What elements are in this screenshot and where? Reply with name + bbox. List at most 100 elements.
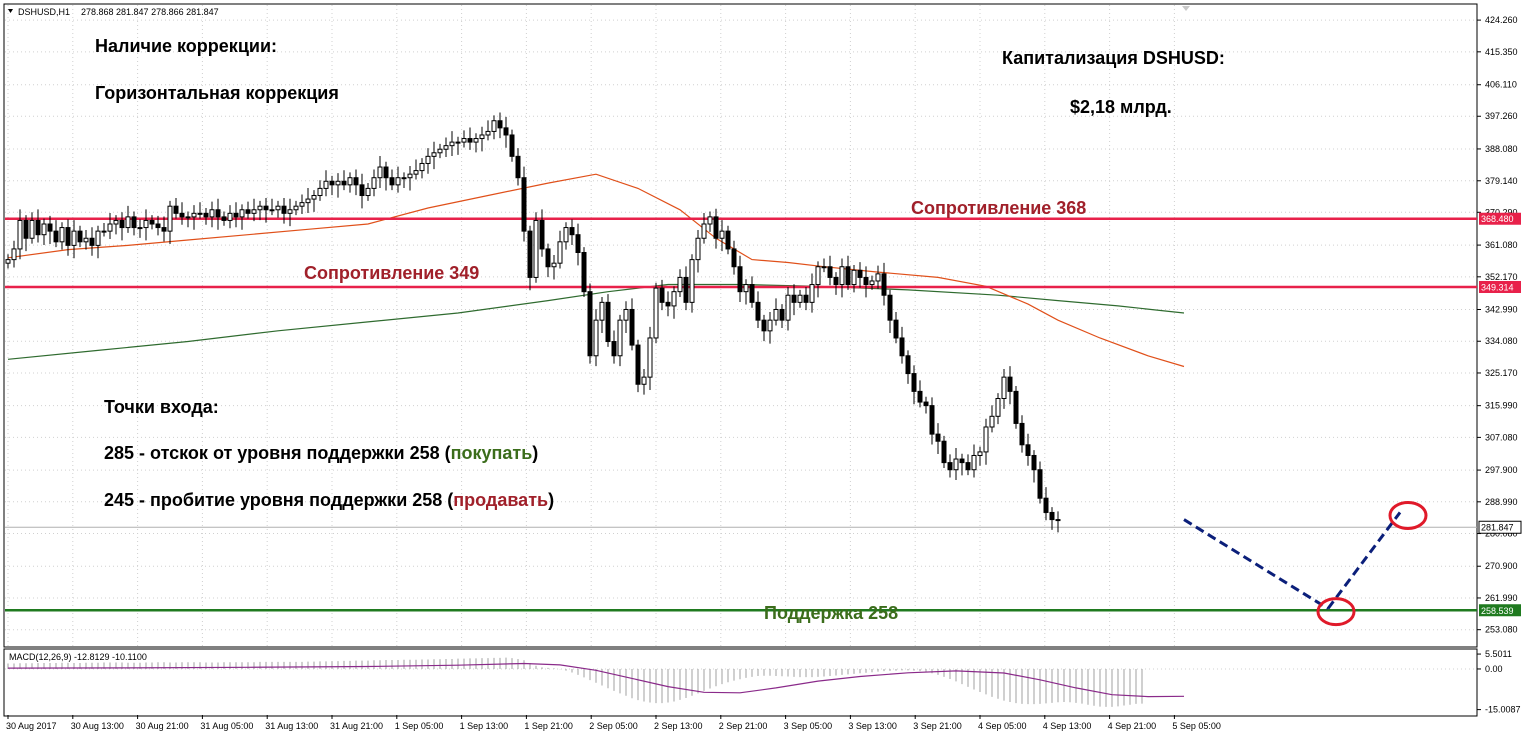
candle-body xyxy=(461,138,467,143)
candle-body xyxy=(611,341,617,357)
candle-body xyxy=(275,205,281,211)
ohlc-header: 278.868 281.847 278.866 281.847 xyxy=(81,7,219,17)
x-tick-label: 4 Sep 13:00 xyxy=(1043,721,1092,731)
candle-body xyxy=(185,216,191,219)
x-tick-label: 1 Sep 21:00 xyxy=(524,721,573,731)
candle-body xyxy=(227,212,233,221)
candle-body xyxy=(281,205,287,214)
candle-body xyxy=(23,219,29,239)
candle-body xyxy=(323,180,329,189)
candle-body xyxy=(107,223,113,232)
y-tick-label: 288.990 xyxy=(1485,497,1518,507)
candle-body xyxy=(221,216,227,221)
macd-indicator: 5.5011 0.00 -15.0087 xyxy=(5,649,1521,715)
candle-body xyxy=(587,291,593,357)
candle-body xyxy=(137,227,143,230)
candle-body xyxy=(5,259,11,264)
candle-body xyxy=(485,130,491,136)
x-tick-label: 30 Aug 2017 xyxy=(6,721,57,731)
candle-body xyxy=(557,241,563,264)
candle-body xyxy=(245,209,251,214)
entry-buy-line: 285 - отскок от уровня поддержки 258 (по… xyxy=(104,443,538,463)
resistance-349-tag: 349.314 xyxy=(1481,282,1514,292)
target-circle-rebound xyxy=(1388,500,1428,530)
candle-body xyxy=(965,462,971,471)
last-price-tag: 281.847 xyxy=(1481,523,1514,533)
candle-body xyxy=(353,177,359,186)
y-tick-label: 315.990 xyxy=(1485,401,1518,411)
candle-body xyxy=(683,276,689,303)
candle-body xyxy=(515,155,521,179)
candle-body xyxy=(401,177,407,180)
candle-body xyxy=(233,212,239,218)
support-258-tag: 258.539 xyxy=(1481,606,1514,616)
price-level-tags: 368.480 349.314 258.539 281.847 xyxy=(1478,212,1522,617)
target-circle-support xyxy=(1316,597,1356,627)
candle-body xyxy=(503,127,509,136)
candle-body xyxy=(29,219,35,239)
candle-body xyxy=(1013,390,1019,424)
candle-body xyxy=(707,216,713,225)
x-tick-label: 31 Aug 05:00 xyxy=(200,721,253,731)
candle-body xyxy=(725,230,731,250)
candle-body xyxy=(941,440,947,464)
candle-body xyxy=(251,209,257,214)
candle-body xyxy=(119,219,125,229)
symbol-label: DSHUSD,H1 xyxy=(18,7,70,17)
entry-buy-close: ) xyxy=(532,443,538,463)
candle-body xyxy=(1043,497,1049,513)
candle-body xyxy=(539,219,545,250)
last-price-tag-bg xyxy=(1478,520,1522,534)
candle-body xyxy=(95,230,101,246)
candle-body xyxy=(641,376,647,385)
macd-signal-line xyxy=(7,662,1185,698)
candle-body xyxy=(161,227,167,232)
y-tick-label: 424.260 xyxy=(1485,15,1518,25)
y-tick-label: 397.260 xyxy=(1485,111,1518,121)
candle-body xyxy=(563,227,569,243)
correction-title: Наличие коррекции: xyxy=(95,36,277,56)
candle-body xyxy=(689,259,695,303)
candlesticks xyxy=(5,112,1061,533)
candle-body xyxy=(395,177,401,186)
macd-header: MACD(12,26,9) -12.8129 -10.1100 xyxy=(9,652,147,662)
candle-body xyxy=(773,308,779,321)
candle-body xyxy=(755,301,761,321)
y-tick-label: 261.990 xyxy=(1485,593,1518,603)
candle-body xyxy=(305,198,311,204)
candle-body xyxy=(299,202,305,207)
candle-body xyxy=(875,273,881,282)
candle-body xyxy=(455,141,461,144)
candle-body xyxy=(449,141,455,147)
y-tick-label: 342.990 xyxy=(1485,305,1518,315)
candle-body xyxy=(575,234,581,253)
candle-body xyxy=(35,219,41,236)
candle-body xyxy=(179,212,185,218)
candle-body xyxy=(947,462,953,471)
candle-body xyxy=(569,227,575,236)
entry-sell-line: 245 - пробитие уровня поддержки 258 (про… xyxy=(104,490,554,510)
candle-body xyxy=(713,216,719,239)
candle-body xyxy=(653,287,659,339)
candle-body xyxy=(797,294,803,303)
candle-body xyxy=(893,319,899,339)
candle-body xyxy=(881,273,887,296)
x-tick-label: 3 Sep 13:00 xyxy=(848,721,897,731)
entry-title: Точки входа: xyxy=(104,397,219,417)
candle-body xyxy=(1049,511,1055,521)
candle-body xyxy=(977,451,983,456)
candle-body xyxy=(527,230,533,278)
candle-body xyxy=(809,284,815,303)
y-tick-label: 253.080 xyxy=(1485,625,1518,635)
candle-body xyxy=(335,180,341,186)
y-tick-label: 370.290 xyxy=(1485,207,1518,217)
candle-body xyxy=(785,294,791,321)
candle-body xyxy=(911,373,917,392)
candle-body xyxy=(959,458,965,464)
candle-body xyxy=(263,205,269,211)
candle-body xyxy=(71,230,77,246)
dropdown-icon[interactable] xyxy=(8,9,13,13)
x-tick-label: 31 Aug 13:00 xyxy=(265,721,318,731)
